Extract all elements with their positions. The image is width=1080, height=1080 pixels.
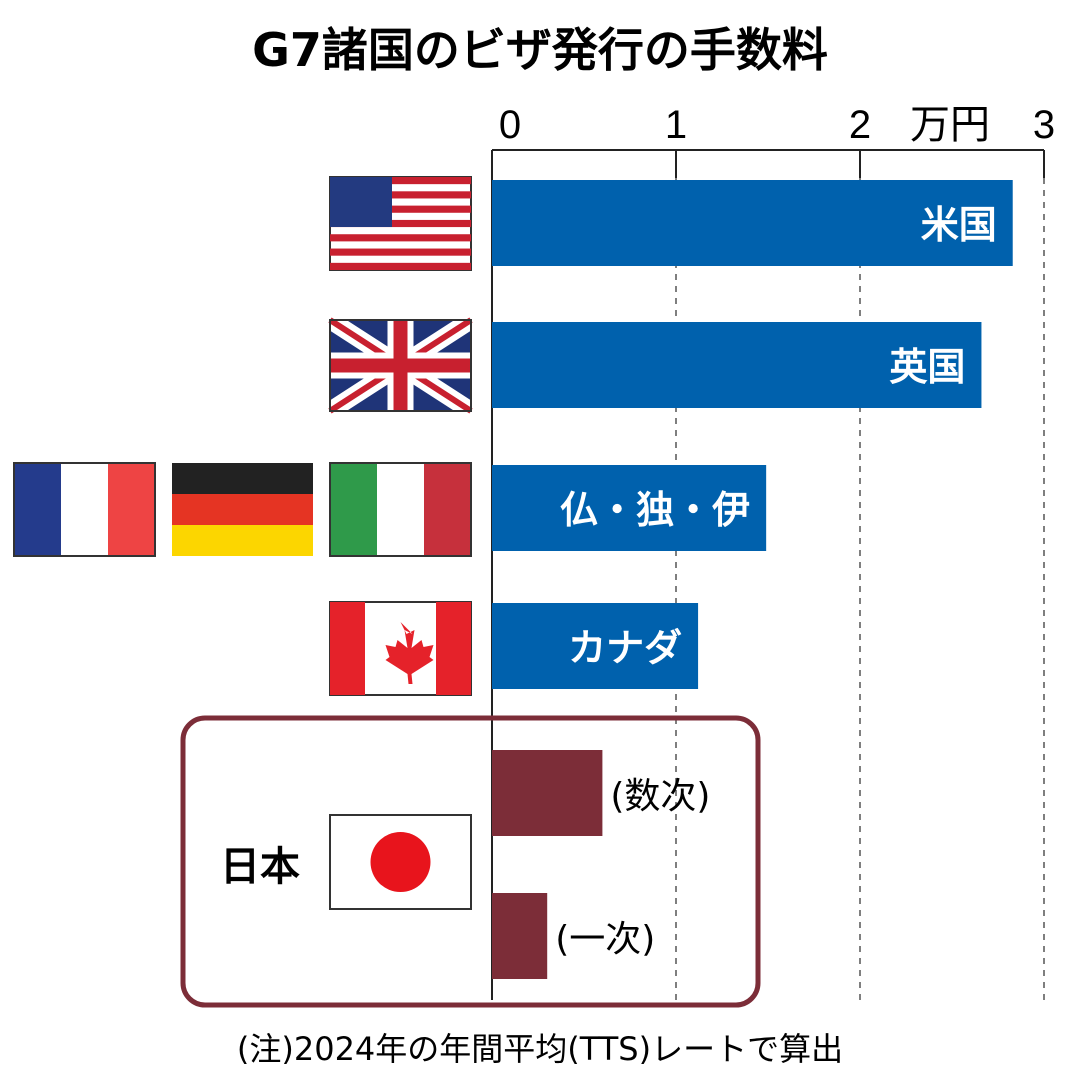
bar [492,893,548,979]
france-flag [13,462,156,557]
bar-label: 英国 [889,345,965,389]
tick-label: 2 [849,103,871,147]
bar [492,603,699,689]
japan-box [180,715,761,1008]
bar [492,465,767,551]
bar [492,750,603,836]
unit-label: 万円 [910,103,990,147]
us-flag [329,176,472,271]
bar [492,322,982,408]
bar-label: 仏・独・伊 [560,488,750,532]
footnote: (注)2024年の年間平均(TTS)レートで算出 [237,1030,843,1068]
maple-leaf-icon [385,622,434,684]
italy-flag [329,462,472,557]
japan-flag [329,814,472,910]
bar-label: (一次) [555,919,655,960]
bar-label: カナダ [568,626,682,670]
japan-group-label: 日本 [220,844,300,890]
tick-label: 1 [665,103,687,147]
tick-label: 3 [1033,103,1055,147]
bar [492,180,1013,266]
chart-title: G7諸国のビザ発行の手数料 [252,23,828,77]
germany-flag [172,463,313,556]
canada-flag [329,601,472,696]
uk-flag [325,312,476,419]
bar-label: (数次) [610,776,710,817]
bar-label: 米国 [921,203,997,247]
tick-label: 0 [499,103,521,147]
